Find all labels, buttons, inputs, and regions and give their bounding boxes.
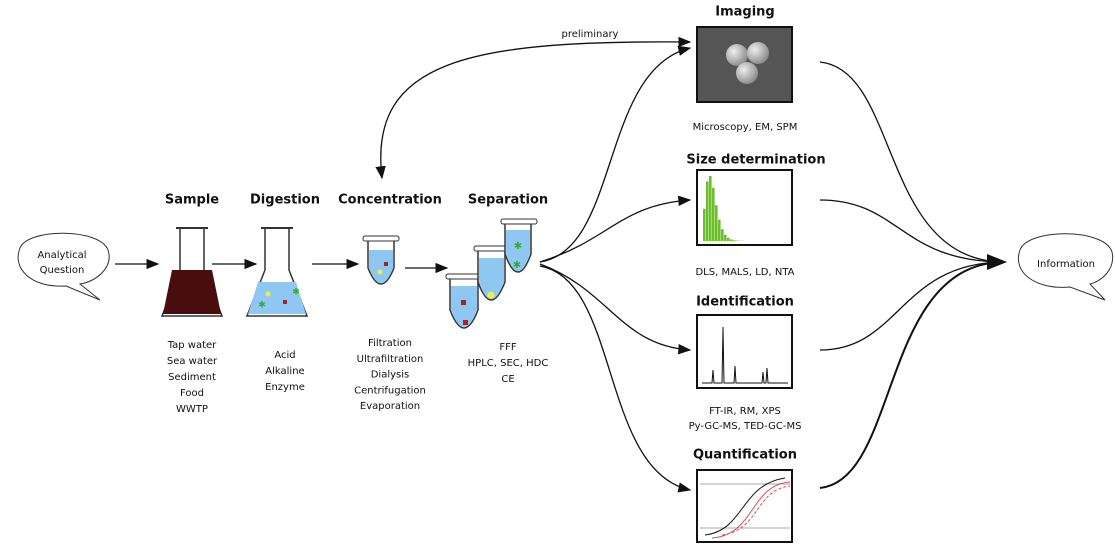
stage-item: Ultrafiltration <box>357 354 424 365</box>
stage-title: Concentration <box>338 193 442 208</box>
hist-bar <box>724 235 727 241</box>
stage-item: Alkaline <box>265 366 304 377</box>
hist-bar <box>709 176 712 241</box>
sample-flask <box>162 228 222 316</box>
stage-item: Filtration <box>368 338 412 349</box>
stage-item: CE <box>501 374 514 385</box>
hist-bar <box>727 238 730 241</box>
quantification-box <box>697 470 792 542</box>
hist-bar <box>718 220 721 241</box>
stage-title: Separation <box>468 193 548 208</box>
hist-bar <box>733 240 736 241</box>
stage-item: Evaporation <box>360 401 420 412</box>
stage-item: Sea water <box>167 356 218 367</box>
end-bubble: Information <box>1018 234 1112 300</box>
method-item: Py-GC-MS, TED-GC-MS <box>689 421 802 432</box>
arrows <box>115 42 1005 490</box>
diagram: Analytical Question Information prelimin… <box>0 0 1115 545</box>
stage-item: Food <box>180 388 204 399</box>
tubes: ✱✱ <box>363 219 537 328</box>
method-title: Imaging <box>715 5 774 20</box>
method-title: Identification <box>696 295 794 310</box>
imaging-box <box>697 27 792 102</box>
svg-text:✱: ✱ <box>513 260 521 271</box>
hist-bar <box>706 181 709 241</box>
start-label: Analytical <box>37 250 86 261</box>
stage-item: Sediment <box>168 372 216 383</box>
svg-text:✱: ✱ <box>292 288 300 298</box>
start-label: Question <box>40 265 85 276</box>
stage-item: Enzyme <box>265 382 305 393</box>
stage-item: HPLC, SEC, HDC <box>468 358 549 369</box>
stage-item: Acid <box>274 350 295 361</box>
hist-bar <box>712 188 715 241</box>
size-box <box>697 170 792 245</box>
svg-text:✱: ✱ <box>514 241 522 252</box>
stage-item: Centrifugation <box>354 385 426 396</box>
hist-bar <box>703 209 706 241</box>
method-title: Quantification <box>693 448 797 463</box>
hist-bar <box>721 229 724 241</box>
identification-box <box>697 315 792 388</box>
stage-title: Digestion <box>250 193 320 208</box>
stage-item: WWTP <box>176 404 208 415</box>
start-bubble: Analytical Question <box>18 233 109 300</box>
method-item: DLS, MALS, LD, NTA <box>695 267 794 278</box>
stage-title: Sample <box>165 193 219 208</box>
method-title: Size determination <box>686 153 825 168</box>
stage-item: Dialysis <box>371 370 410 381</box>
hist-bar <box>715 205 718 241</box>
svg-text:✱: ✱ <box>258 301 266 311</box>
hist-bar <box>730 239 733 241</box>
feedback-label: preliminary <box>562 29 619 40</box>
stage-item: FFF <box>499 342 517 353</box>
stage-item: Tap water <box>167 340 217 351</box>
digestion-flask: ✱✱ <box>247 228 307 316</box>
end-label: Information <box>1037 259 1095 270</box>
method-item: Microscopy, EM, SPM <box>693 122 798 133</box>
method-item: FT-IR, RM, XPS <box>709 406 781 417</box>
